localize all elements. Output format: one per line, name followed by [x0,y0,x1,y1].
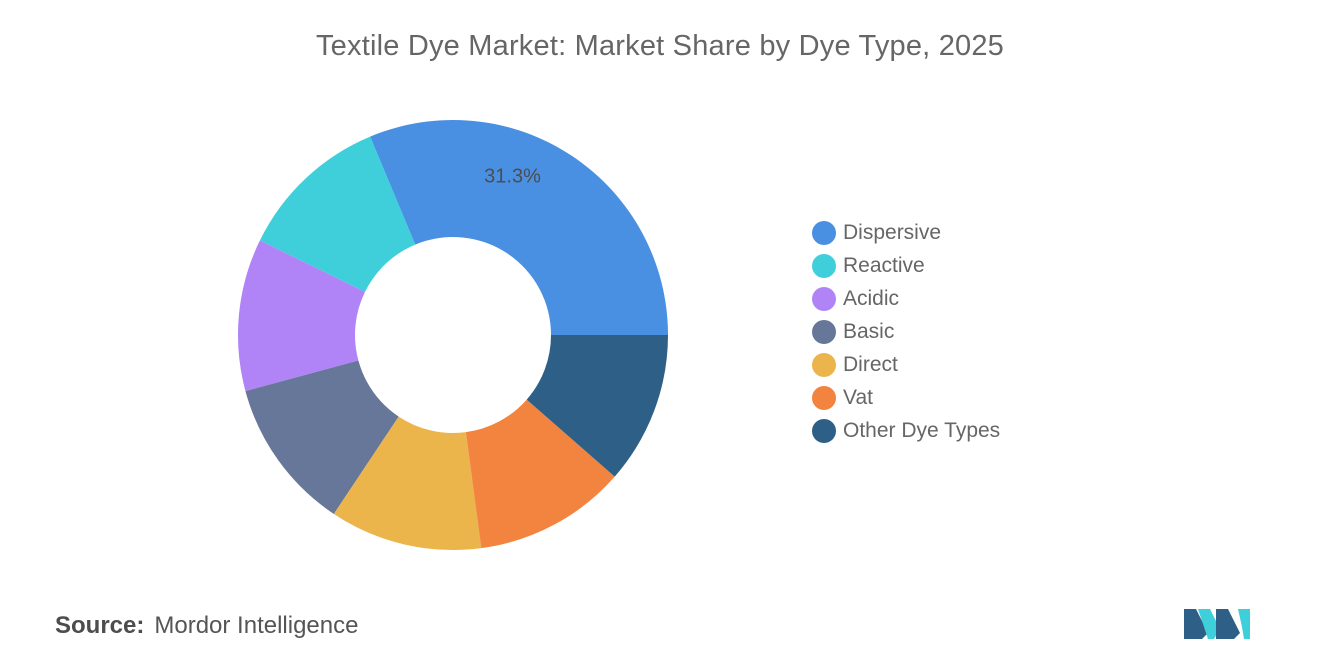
legend-item-other-dye-types: Other Dye Types [812,414,1000,447]
legend-item-basic: Basic [812,315,1000,348]
slice-dispersive [370,120,668,336]
slice-vat [465,399,615,549]
legend-swatch [812,385,836,410]
legend-swatch [812,286,836,311]
legend-label: Basic [843,319,895,343]
legend-swatch [812,352,836,377]
source-label: Source: [55,612,145,639]
chart-legend: Dispersive Reactive Acidic Basic Direct Vat Ot… [812,216,1000,447]
legend-item-reactive: Reactive [812,249,1000,282]
slice-reactive [259,136,416,292]
legend-item-vat: Vat [812,381,1000,414]
legend-swatch [812,319,836,344]
slice-direct [333,416,482,550]
legend-label: Vat [843,385,873,409]
legend-label: Reactive [843,253,925,277]
legend-item-acidic: Acidic [812,282,1000,315]
source-note: Source: Mordor Intelligence [55,612,358,640]
legend-label: Other Dye Types [843,418,1001,442]
slice-acidic [238,240,365,392]
mordor-intelligence-logo-icon [1184,609,1250,639]
legend-label: Acidic [843,286,900,310]
legend-swatch [812,220,836,245]
slice-basic [245,360,399,514]
legend-item-direct: Direct [812,348,1000,381]
legend-swatch [812,418,836,443]
chart-title: Textile Dye Market: Market Share by Dye … [315,30,1005,62]
legend-item-dispersive: Dispersive [812,216,1000,249]
source-text: Mordor Intelligence [154,612,359,639]
slice-other-dye-types [526,335,668,477]
legend-label: Direct [843,352,898,376]
legend-label: Dispersive [843,220,942,244]
data-label-dispersive: 31.3% [484,166,541,188]
donut-chart: 31.3% [238,120,668,550]
legend-swatch [812,253,836,278]
